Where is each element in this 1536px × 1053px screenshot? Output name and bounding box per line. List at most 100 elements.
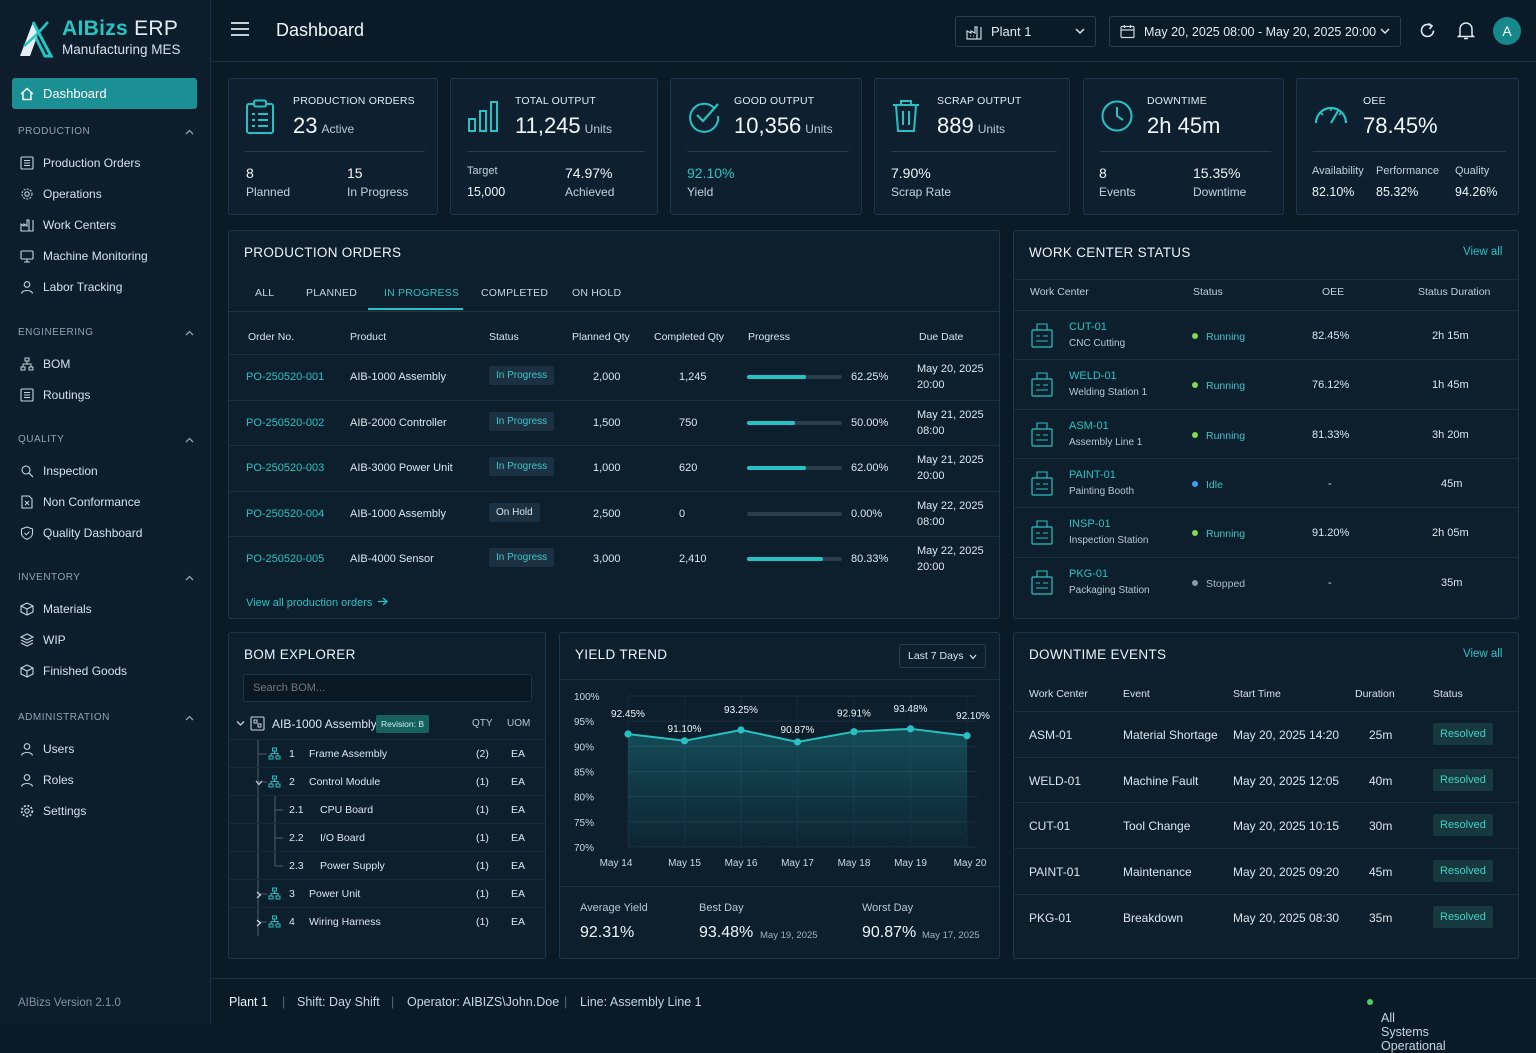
table-row[interactable]: ASM-01 Material Shortage May 20, 2025 14:2… [1014,711,1518,756]
bom-item-row[interactable]: 4 Wiring Harness (1) EA [229,907,545,936]
work-center-code[interactable]: PAINT-01 [1069,468,1116,481]
refresh-icon[interactable] [1418,21,1437,40]
table-row[interactable]: INSP-01 Inspection Station Running 91.20% 2h… [1014,507,1518,556]
data-point[interactable] [850,728,858,736]
table-row[interactable]: ASM-01 Assembly Line 1 Running 81.33% 3h 20m [1014,408,1518,458]
sidebar-item-roles[interactable]: Roles [20,773,74,787]
table-row[interactable]: PO-250520-004 AIB-1000 Assembly On Hold 2,5… [229,490,999,536]
column-header[interactable]: Planned Qty [572,331,630,343]
table-row[interactable]: PO-250520-003 AIB-3000 Power Unit In Progr… [229,445,999,490]
sidebar-item-non-conformance[interactable]: Non Conformance [20,495,140,509]
work-center-code[interactable]: WELD-01 [1069,370,1117,383]
order-number-link[interactable]: PO-250520-003 [246,462,325,474]
nav-section-inventory[interactable]: INVENTORY [18,572,194,583]
nav-section-administration[interactable]: ADMINISTRATION [18,712,194,723]
date-range-selector[interactable]: May 20, 2025 08:00 - May 20, 2025 20:00 [1109,16,1401,47]
sidebar-item-users[interactable]: Users [20,742,74,756]
column-header[interactable]: Order No. [248,331,295,343]
nav-section-engineering[interactable]: ENGINEERING [18,327,194,338]
tab-completed[interactable]: COMPLETED [481,287,549,299]
sidebar-item-inspection[interactable]: Inspection [20,464,98,478]
bom-root-row[interactable]: AIB-1000 Assembly Revision: B QTY UOM [229,713,545,735]
table-row[interactable]: PAINT-01 Painting Booth Idle - 45m [1014,457,1518,507]
work-center-code[interactable]: INSP-01 [1069,518,1111,531]
kpi-scrap-output[interactable]: SCRAP OUTPUT 889 Units 7.90% Scrap Rate [874,78,1070,215]
sidebar-item-work-centers[interactable]: Work Centers [20,218,116,232]
table-row[interactable]: PO-250520-005 AIB-4000 Sensor In Progress 3… [229,536,999,581]
sidebar-item-dashboard[interactable]: Dashboard [12,78,197,109]
data-point[interactable] [906,725,915,733]
plant-selector[interactable]: Plant 1 [955,16,1096,47]
work-center-code[interactable]: PKG-01 [1069,567,1109,580]
column-header[interactable]: Completed Qty [654,331,725,343]
order-number-link[interactable]: PO-250520-001 [246,371,325,383]
bom-item-row[interactable]: 2.1 CPU Board (1) EA [229,795,545,824]
bom-item-row[interactable]: 2.3 Power Supply (1) EA [229,851,545,880]
order-number-link[interactable]: PO-250520-005 [246,553,325,565]
table-row[interactable]: PAINT-01 Maintenance May 20, 2025 09:20 45m… [1014,848,1518,893]
table-row[interactable]: PKG-01 Packaging Station Stopped - 35m [1014,556,1518,606]
column-header[interactable]: Product [350,331,387,343]
yield-range-selector[interactable]: Last 7 Days [899,644,986,668]
sidebar-item-materials[interactable]: Materials [20,602,92,616]
user-avatar[interactable]: A [1493,17,1521,45]
expand-icon[interactable] [255,919,263,927]
kpi-total-output[interactable]: TOTAL OUTPUT 11,245 Units Target 15,000 7… [450,78,658,215]
work-center-code[interactable]: ASM-01 [1069,419,1109,432]
column-header: Status [1433,688,1463,700]
bell-icon[interactable] [1457,21,1475,40]
bom-item-row[interactable]: 2 Control Module (1) EA [229,767,545,796]
sidebar-item-machine-monitoring[interactable]: Machine Monitoring [20,249,148,263]
tab-on-hold[interactable]: ON HOLD [572,287,622,299]
app-logo[interactable]: AIBizs ERP Manufacturing MES [18,16,181,58]
data-point[interactable] [737,726,745,734]
bom-item-row[interactable]: 3 Power Unit (1) EA [229,879,545,908]
expand-icon[interactable] [255,891,263,899]
table-row[interactable]: WELD-01 Machine Fault May 20, 2025 12:05 40… [1014,756,1518,802]
nav-section-quality[interactable]: QUALITY [18,434,194,445]
order-number-link[interactable]: PO-250520-002 [246,416,325,429]
menu-icon[interactable] [231,22,249,36]
sidebar-item-wip[interactable]: WIP [20,633,66,647]
data-point[interactable] [793,738,802,746]
yield-trend-chart: 100% 95% 90% 85% 80% 75% 70% 92.45% May 14 91.10%… [574,692,990,869]
sidebar-item-settings[interactable]: Settings [20,804,86,818]
table-row[interactable]: CUT-01 CNC Cutting Running 82.45% 2h 15m [1014,310,1518,359]
table-row[interactable]: CUT-01 Tool Change May 20, 2025 10:15 30m Re… [1014,802,1518,847]
kpi-oee[interactable]: OEE 78.45% Availability 82.10% Performan… [1296,78,1519,215]
bom-item-row[interactable]: 1 Frame Assembly (2) EA [229,739,545,768]
data-point[interactable] [963,732,971,740]
sidebar-item-finished-goods[interactable]: Finished Goods [20,664,127,678]
sidebar-item-bom[interactable]: BOM [20,357,70,371]
sidebar-item-labor-tracking[interactable]: Labor Tracking [20,280,122,294]
sidebar-item-routings[interactable]: Routings [20,388,90,402]
table-row[interactable]: PO-250520-002 AIB-2000 Controller In Progr… [229,399,999,445]
tab-in-progress[interactable]: IN PROGRESS [384,287,460,299]
kpi-unit: Units [977,122,1006,136]
table-row[interactable]: WELD-01 Welding Station 1 Running 76.12% 1h … [1014,359,1518,408]
work-center-code[interactable]: CUT-01 [1069,321,1107,333]
kpi-downtime[interactable]: DOWNTIME 2h 45m 8 Events 15.35% Downtime [1083,78,1284,215]
expand-icon[interactable] [255,779,263,787]
table-row[interactable]: PKG-01 Breakdown May 20, 2025 08:30 35m Reso… [1014,893,1518,939]
order-number-link[interactable]: PO-250520-004 [246,507,325,520]
view-all-downtime-link[interactable]: View all [1463,648,1503,660]
bom-item-row[interactable]: 2.2 I/O Board (1) EA [229,823,545,852]
column-header[interactable]: Due Date [919,331,964,343]
kpi-production-orders[interactable]: PRODUCTION ORDERS 23 Active 8 Planned 15 … [228,78,438,215]
data-point[interactable] [624,730,632,738]
nav-section-production[interactable]: PRODUCTION [18,126,194,137]
view-all-work-centers-link[interactable]: View all [1463,246,1503,258]
sidebar-item-production-orders[interactable]: Production Orders [20,156,140,170]
table-row[interactable]: PO-250520-001 AIB-1000 Assembly In Progres… [229,354,999,399]
tab-planned[interactable]: PLANNED [306,287,357,299]
column-header[interactable]: Progress [748,331,791,343]
data-point[interactable] [680,737,689,745]
sidebar-item-operations[interactable]: Operations [20,187,102,201]
view-all-orders-link[interactable]: View all production orders [246,597,389,609]
kpi-good-output[interactable]: GOOD OUTPUT 10,356 Units 92.10% Yield [670,78,862,215]
tab-all[interactable]: ALL [255,287,275,299]
sidebar-item-quality-dashboard[interactable]: Quality Dashboard [20,526,142,540]
column-header[interactable]: Status [489,331,519,343]
bom-search-input[interactable] [243,674,532,702]
